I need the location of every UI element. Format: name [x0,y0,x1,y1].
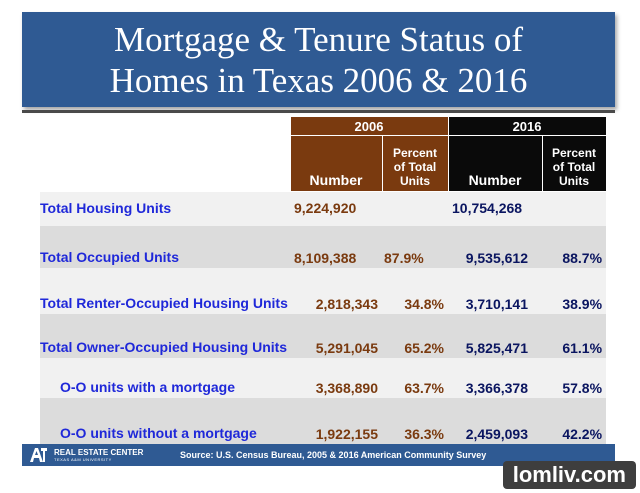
row-label: Total Owner-Occupied Housing Units [40,313,290,358]
table-row: Total Housing Units 9,224,920 10,754,268 [40,191,607,226]
year-2016-header: 2016 [447,116,607,136]
value-2006-percent [382,191,449,226]
value-2016-percent: 38.9% [542,267,607,314]
source-note: Source: U.S. Census Bureau, 2005 & 2016 … [180,450,487,460]
value-2006-percent: 87.9% [382,225,449,268]
atm-logo-icon [28,446,48,464]
value-2016-number: 2,459,093 [448,397,543,444]
col-percent-2006: Percent of Total Units [381,135,449,192]
value-2006-number: 3,368,890 [290,357,382,398]
value-2016-percent: 57.8% [542,357,607,398]
value-2006-percent: 63.7% [382,357,449,398]
column-header-row: Number Percent of Total Units Number Per… [40,135,607,192]
logo-main-text: REAL ESTATE CENTER [54,448,144,457]
value-2006-number: 1,922,155 [290,397,382,444]
page-title-line2: Homes in Texas 2006 & 2016 [109,60,528,100]
value-2006-percent: 65.2% [382,313,449,358]
value-2006-number: 2,818,343 [290,267,382,314]
value-2006-number: 5,291,045 [290,313,382,358]
value-2016-number: 3,366,378 [448,357,543,398]
logo-sub-text: TEXAS A&M UNIVERSITY [54,457,112,462]
value-2006-number: 9,224,920 [290,191,382,226]
year-2006-header: 2006 [289,116,449,136]
value-2016-number: 10,754,268 [448,191,543,226]
col-number-2006: Number [289,135,383,192]
row-label: O-O units with a mortgage [40,357,290,398]
table-row: Total Renter-Occupied Housing Units 2,81… [40,267,607,314]
row-label: Total Housing Units [40,191,290,226]
page-title-line1: Mortgage & Tenure Status of [113,19,524,59]
table-row: O-O units without a mortgage 1,922,155 3… [40,397,607,444]
value-2016-percent: 88.7% [542,225,607,268]
title-banner: Mortgage & Tenure Status of Homes in Tex… [22,12,615,107]
row-label: O-O units without a mortgage [40,397,290,444]
watermark: lomliv.com [502,461,636,489]
col-percent-2016: Percent of Total Units [541,135,607,192]
row-label: Total Renter-Occupied Housing Units [40,267,290,314]
value-2006-percent: 36.3% [382,397,449,444]
value-2016-percent: 61.1% [542,313,607,358]
value-2016-number: 9,535,612 [448,225,543,268]
title-divider [22,110,615,113]
table-row: Total Owner-Occupied Housing Units 5,291… [40,313,607,358]
table-row: Total Occupied Units 8,109,388 87.9% 9,5… [40,225,607,268]
value-2016-number: 5,825,471 [448,313,543,358]
real-estate-center-logo: REAL ESTATE CENTER TEXAS A&M UNIVERSITY [28,446,176,464]
value-2006-percent: 34.8% [382,267,449,314]
value-2016-number: 3,710,141 [448,267,543,314]
row-label: Total Occupied Units [40,225,290,268]
table-row: O-O units with a mortgage 3,368,890 63.7… [40,357,607,398]
data-table: 2006 2016 Number Percent of Total Units … [40,116,607,444]
value-2016-percent [542,191,607,226]
year-header-row: 2006 2016 [40,116,607,136]
col-number-2016: Number [447,135,543,192]
value-2016-percent: 42.2% [542,397,607,444]
value-2006-number: 8,109,388 [290,225,382,268]
footer-bar: REAL ESTATE CENTER TEXAS A&M UNIVERSITY … [22,444,615,466]
